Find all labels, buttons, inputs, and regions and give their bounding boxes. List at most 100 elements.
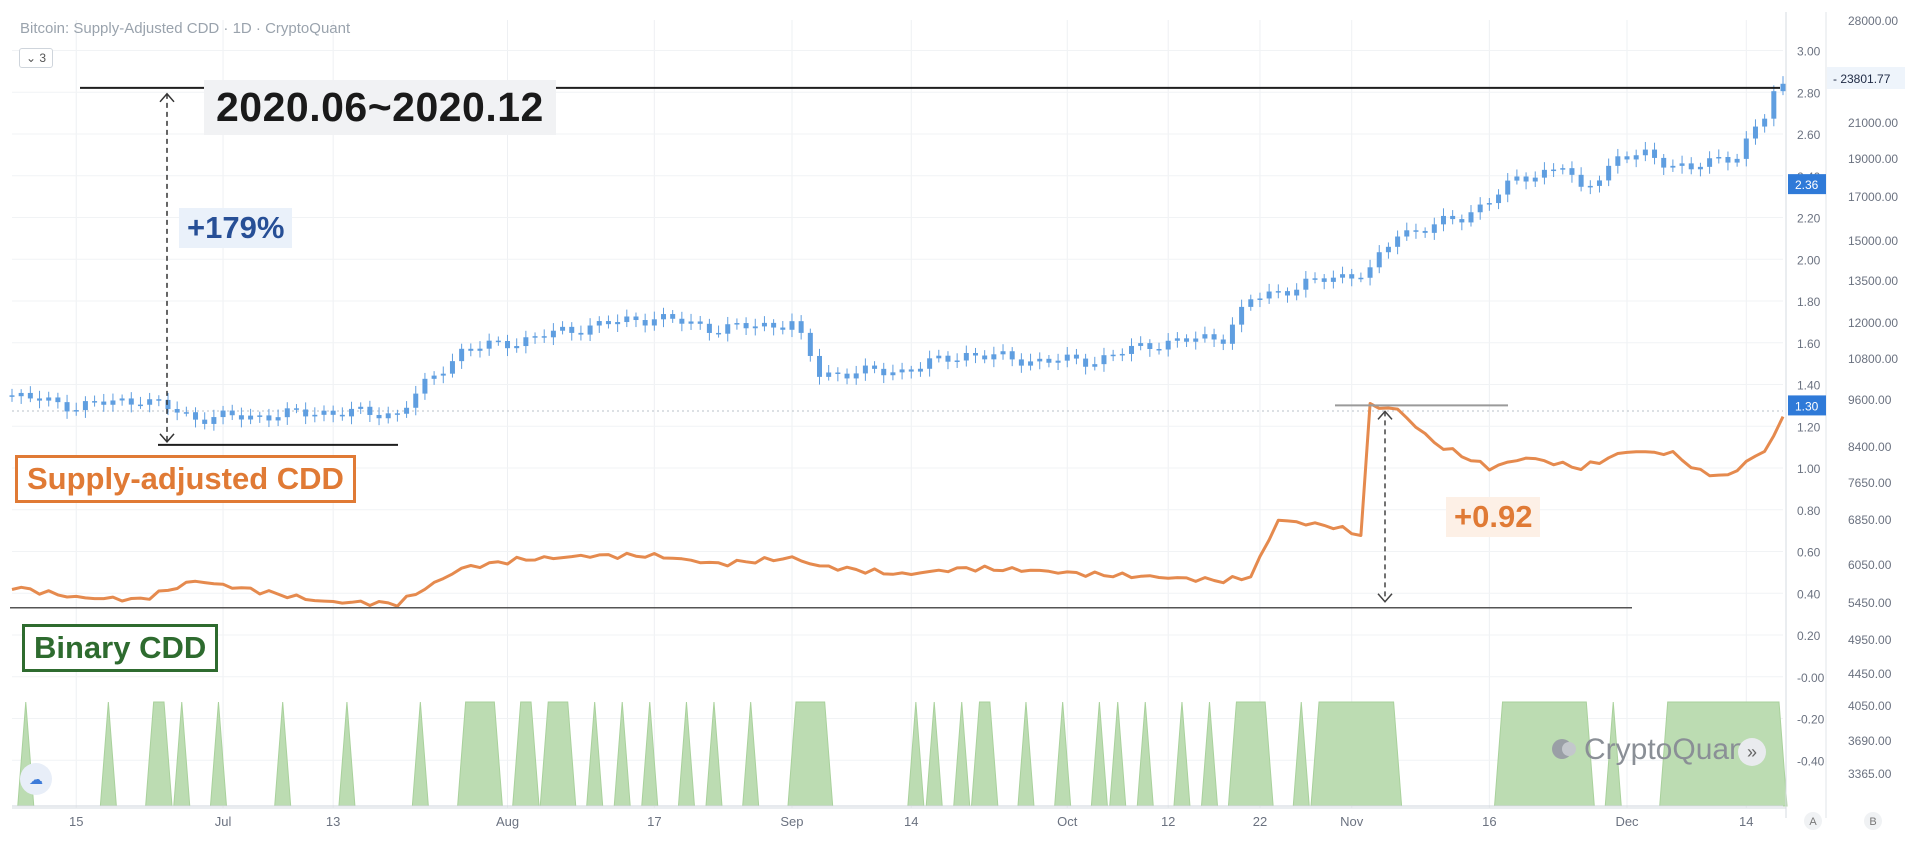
- price-candle-body: [679, 318, 685, 324]
- price-candle-body: [293, 408, 299, 410]
- binary-cdd-spike: [586, 701, 604, 807]
- price-candle-body: [1211, 334, 1217, 340]
- price-candle-body: [1156, 348, 1162, 351]
- price-candle-body: [982, 355, 988, 360]
- price-candle-body: [642, 320, 648, 326]
- price-arrow-head-up: [159, 92, 175, 103]
- price-candle-body: [560, 326, 566, 331]
- price-candle-body: [1624, 156, 1630, 160]
- price-candle-body: [1551, 169, 1557, 172]
- price-candle-body: [862, 365, 868, 374]
- price-candle-body: [449, 361, 455, 374]
- price-candle-body: [1275, 291, 1281, 293]
- period-annotation: 2020.06~2020.12: [204, 80, 556, 135]
- price-candle-body: [789, 321, 795, 330]
- collapse-chip[interactable]: ⌄ 3: [19, 48, 53, 68]
- price-candle-body: [1587, 185, 1593, 188]
- cloud-icon[interactable]: ☁: [20, 763, 52, 795]
- right-axis-tick-label: 7650.00: [1848, 476, 1892, 490]
- right-axis-tick-label: 8400.00: [1848, 440, 1892, 454]
- price-candle-body: [1055, 360, 1061, 363]
- axes: 3.002.802.602.402.202.001.801.601.401.20…: [12, 12, 1905, 830]
- left-axis-tick-label: 1.80: [1797, 295, 1821, 309]
- price-candle-body: [661, 314, 667, 320]
- price-candle-body: [1532, 177, 1538, 182]
- price-candle-body: [1220, 339, 1226, 344]
- price-candle-body: [193, 412, 199, 420]
- price-candle-body: [1633, 155, 1639, 160]
- left-axis-tick-label: 0.40: [1797, 587, 1821, 601]
- price-candle-body: [1165, 340, 1171, 350]
- price-candle-body: [101, 401, 107, 405]
- price-candle-body: [284, 408, 290, 418]
- binary-cdd-area: [12, 701, 1788, 807]
- price-candle-body: [165, 399, 171, 410]
- price-candle-body: [1083, 358, 1089, 367]
- price-candle-body: [569, 326, 575, 333]
- price-candle-body: [761, 322, 767, 327]
- price-candle-body: [385, 413, 391, 419]
- price-candle-body: [1514, 176, 1520, 181]
- binary-cdd-spike: [1292, 701, 1310, 807]
- binary-cdd-spike: [970, 701, 999, 807]
- price-candle-body: [532, 336, 538, 338]
- price-candle-body: [55, 397, 61, 403]
- left-axis-tick-label: 1.00: [1797, 462, 1821, 476]
- price-candle-body: [312, 414, 318, 417]
- price-candle-body: [716, 332, 722, 335]
- right-axis-tick-label: 17000.00: [1848, 190, 1898, 204]
- x-axis-tick-label: 14: [1739, 814, 1753, 829]
- binary-series-label: Binary CDD: [22, 624, 219, 672]
- price-candle-body: [1376, 252, 1382, 268]
- axis-corner-button: [1864, 812, 1882, 830]
- price-candle-body: [229, 410, 235, 416]
- price-candle-body: [1523, 176, 1529, 182]
- x-axis-tick-label: Aug: [496, 814, 519, 829]
- price-candle-body: [266, 415, 272, 421]
- price-candle-body: [780, 327, 786, 330]
- x-axis-tick-label: Sep: [780, 814, 803, 829]
- price-candle-body: [1367, 267, 1373, 278]
- price-candle-body: [92, 401, 98, 403]
- binary-cdd-spike: [641, 701, 659, 807]
- price-candle-body: [211, 417, 217, 424]
- price-change-annotation: +179%: [179, 208, 293, 248]
- right-axis-tick-label: 19000.00: [1848, 152, 1898, 166]
- price-candle-body: [486, 340, 492, 349]
- price-candle-body: [972, 353, 978, 356]
- binary-cdd-spike: [1054, 701, 1072, 807]
- price-candle-body: [1541, 169, 1547, 178]
- price-candle-body: [404, 407, 410, 414]
- price-tag-text: - 23801.77: [1833, 72, 1891, 86]
- price-candle-body: [330, 410, 336, 415]
- price-candle-body: [376, 414, 382, 419]
- price-candle-body: [1257, 298, 1263, 300]
- price-candle-body: [46, 397, 52, 401]
- x-axis-tick-label: Nov: [1340, 814, 1364, 829]
- binary-cdd-spike: [1109, 701, 1127, 807]
- axis-corner-label: A: [1809, 816, 1817, 828]
- price-candle-body: [1762, 118, 1768, 127]
- binary-cdd-spike: [457, 701, 503, 807]
- left-axis-tick-label: -0.20: [1797, 713, 1825, 727]
- x-axis-tick-label: Oct: [1057, 814, 1078, 829]
- price-candle-body: [991, 354, 997, 360]
- binary-cdd-spike: [953, 701, 971, 807]
- price-candle-body: [899, 369, 905, 373]
- left-axis-tick-label: 2.00: [1797, 253, 1821, 267]
- price-candle-body: [1064, 354, 1070, 361]
- price-candle-body: [248, 415, 254, 420]
- price-candle-body: [917, 368, 923, 372]
- binary-cdd-spike: [512, 701, 540, 807]
- price-candle-body: [1321, 278, 1327, 282]
- binary-cdd-spike: [274, 701, 292, 807]
- binary-cdd-spike: [907, 701, 925, 807]
- price-candle-body: [1340, 274, 1346, 278]
- price-candle-body: [1560, 168, 1566, 170]
- price-candle-body: [505, 341, 511, 349]
- price-candle-body: [1018, 359, 1024, 366]
- price-candle-body: [697, 321, 703, 324]
- price-candle-body: [890, 372, 896, 376]
- price-candle-body: [908, 369, 914, 372]
- watermark-expand-icon[interactable]: »: [1738, 738, 1766, 766]
